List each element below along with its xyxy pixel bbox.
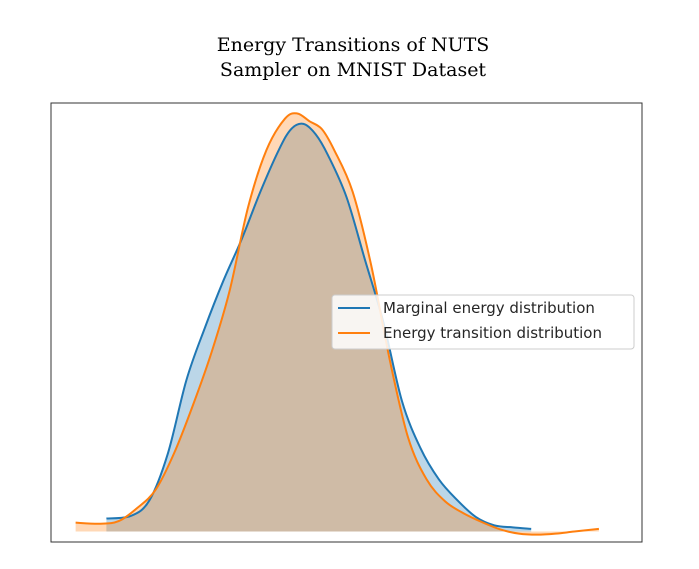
series-line-1 bbox=[75, 112, 600, 536]
chart-title-line-1: Energy Transitions of NUTS bbox=[217, 34, 490, 56]
legend: Marginal energy distribution Energy tran… bbox=[331, 294, 635, 350]
legend-box bbox=[331, 294, 635, 350]
chart-title: Energy Transitions of NUTS Sampler on MN… bbox=[217, 34, 490, 81]
legend-label-marginal: Marginal energy distribution bbox=[383, 299, 595, 317]
chart-title-line-2: Sampler on MNIST Dataset bbox=[220, 59, 487, 81]
series-line-0 bbox=[106, 122, 532, 530]
series-fill-0 bbox=[106, 123, 532, 532]
plot-frame bbox=[50, 102, 643, 543]
legend-label-transition: Energy transition distribution bbox=[383, 324, 602, 342]
